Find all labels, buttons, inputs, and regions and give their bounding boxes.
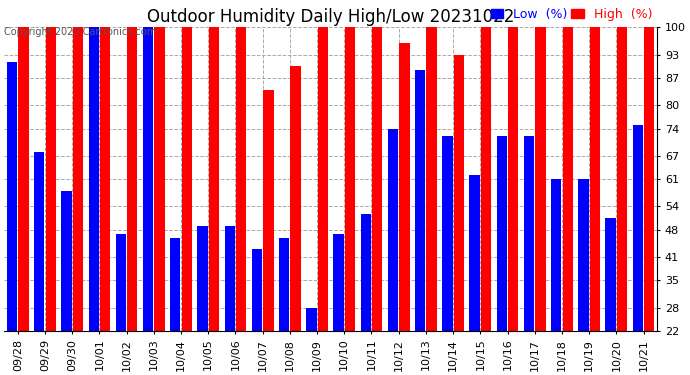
Bar [279, 238, 289, 331]
Bar [72, 27, 83, 331]
Title: Outdoor Humidity Daily High/Low 20231022: Outdoor Humidity Daily High/Low 20231022 [147, 8, 514, 26]
Bar [197, 226, 208, 331]
Bar [590, 27, 600, 331]
Bar [633, 124, 643, 331]
Text: Copyright 2023 Cartronics.com: Copyright 2023 Cartronics.com [4, 27, 157, 37]
Bar [170, 238, 181, 331]
Bar [155, 27, 165, 331]
Bar [562, 27, 573, 331]
Bar [61, 191, 72, 331]
Bar [426, 27, 437, 331]
Bar [88, 27, 99, 331]
Bar [34, 152, 44, 331]
Bar [345, 27, 355, 331]
Bar [400, 43, 410, 331]
Bar [7, 62, 17, 331]
Bar [317, 27, 328, 331]
Bar [644, 27, 655, 331]
Bar [100, 27, 110, 331]
Bar [224, 226, 235, 331]
Bar [497, 136, 507, 331]
Bar [209, 27, 219, 331]
Bar [442, 136, 453, 331]
Bar [469, 175, 480, 331]
Bar [181, 27, 192, 331]
Bar [453, 54, 464, 331]
Bar [551, 179, 562, 331]
Bar [535, 27, 546, 331]
Bar [333, 234, 344, 331]
Bar [372, 27, 382, 331]
Bar [524, 136, 534, 331]
Bar [263, 90, 273, 331]
Bar [578, 179, 589, 331]
Bar [306, 308, 317, 331]
Bar [481, 27, 491, 331]
Bar [388, 129, 398, 331]
Bar [143, 27, 153, 331]
Bar [415, 70, 425, 331]
Bar [127, 27, 137, 331]
Bar [19, 27, 29, 331]
Bar [508, 27, 518, 331]
Bar [617, 27, 627, 331]
Bar [290, 66, 301, 331]
Bar [46, 27, 56, 331]
Bar [236, 27, 246, 331]
Bar [361, 214, 371, 331]
Bar [252, 249, 262, 331]
Bar [116, 234, 126, 331]
Legend: Low  (%), High  (%): Low (%), High (%) [486, 3, 657, 26]
Bar [606, 218, 616, 331]
